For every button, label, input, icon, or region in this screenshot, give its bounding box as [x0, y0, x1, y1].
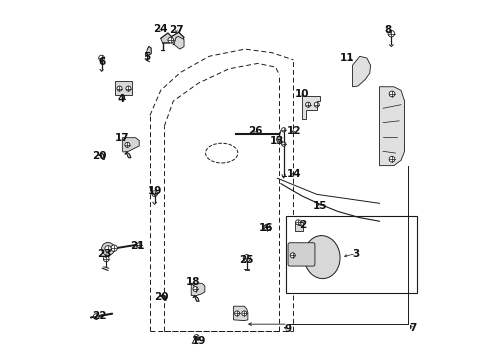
Circle shape	[314, 102, 319, 107]
Polygon shape	[379, 87, 405, 166]
Text: 24: 24	[153, 24, 168, 34]
Text: 21: 21	[130, 241, 145, 251]
Text: 25: 25	[240, 255, 254, 265]
Text: 10: 10	[294, 89, 309, 99]
Text: 20: 20	[154, 292, 169, 302]
Circle shape	[282, 142, 286, 146]
Circle shape	[101, 242, 115, 255]
Circle shape	[168, 37, 173, 43]
Text: 4: 4	[118, 94, 125, 104]
Bar	[295, 222, 303, 231]
Text: 12: 12	[287, 126, 302, 135]
Text: 9: 9	[285, 324, 292, 334]
Polygon shape	[99, 153, 104, 159]
Text: 8: 8	[385, 25, 392, 35]
Text: 3: 3	[352, 248, 360, 258]
Text: 14: 14	[287, 168, 302, 179]
Circle shape	[125, 142, 130, 147]
Polygon shape	[353, 56, 370, 87]
Circle shape	[388, 31, 394, 37]
Polygon shape	[122, 138, 139, 152]
Polygon shape	[193, 296, 199, 301]
Text: 11: 11	[340, 53, 354, 63]
Bar	[286, 216, 417, 293]
Polygon shape	[161, 295, 166, 300]
Polygon shape	[302, 96, 320, 119]
Text: 7: 7	[409, 323, 416, 333]
Circle shape	[243, 255, 250, 262]
Text: 22: 22	[93, 311, 107, 320]
Text: 15: 15	[313, 201, 327, 211]
Circle shape	[242, 311, 247, 316]
Polygon shape	[161, 33, 171, 43]
Circle shape	[389, 156, 395, 162]
FancyBboxPatch shape	[288, 243, 315, 266]
Text: 6: 6	[98, 57, 105, 67]
Text: 13: 13	[270, 136, 285, 145]
Circle shape	[193, 287, 198, 292]
Text: 2: 2	[299, 220, 306, 230]
Circle shape	[389, 91, 395, 97]
Polygon shape	[234, 306, 248, 320]
Text: 18: 18	[186, 277, 200, 287]
Circle shape	[94, 314, 99, 319]
Polygon shape	[125, 152, 131, 158]
Text: 19: 19	[192, 336, 207, 346]
Polygon shape	[172, 32, 184, 44]
Circle shape	[295, 220, 300, 225]
Bar	[115, 81, 132, 95]
Polygon shape	[191, 283, 205, 296]
Ellipse shape	[304, 235, 340, 279]
Text: 20: 20	[93, 150, 107, 161]
Text: 5: 5	[143, 52, 150, 62]
Text: 23: 23	[97, 248, 112, 258]
Text: 26: 26	[248, 126, 263, 135]
Text: 19: 19	[147, 186, 162, 197]
Circle shape	[126, 86, 131, 91]
Text: 16: 16	[259, 224, 274, 233]
Circle shape	[152, 191, 157, 197]
Circle shape	[264, 224, 270, 230]
Polygon shape	[147, 46, 151, 55]
Circle shape	[98, 55, 104, 61]
Circle shape	[111, 245, 117, 251]
Text: 17: 17	[115, 133, 130, 143]
Circle shape	[282, 128, 286, 132]
Circle shape	[290, 253, 295, 258]
Circle shape	[235, 311, 240, 316]
Circle shape	[103, 256, 109, 262]
Circle shape	[137, 243, 142, 248]
Text: 27: 27	[169, 25, 183, 35]
Circle shape	[194, 334, 199, 339]
Polygon shape	[276, 136, 282, 142]
Circle shape	[306, 102, 311, 107]
Circle shape	[105, 246, 111, 252]
Polygon shape	[174, 37, 184, 49]
Circle shape	[117, 86, 122, 91]
